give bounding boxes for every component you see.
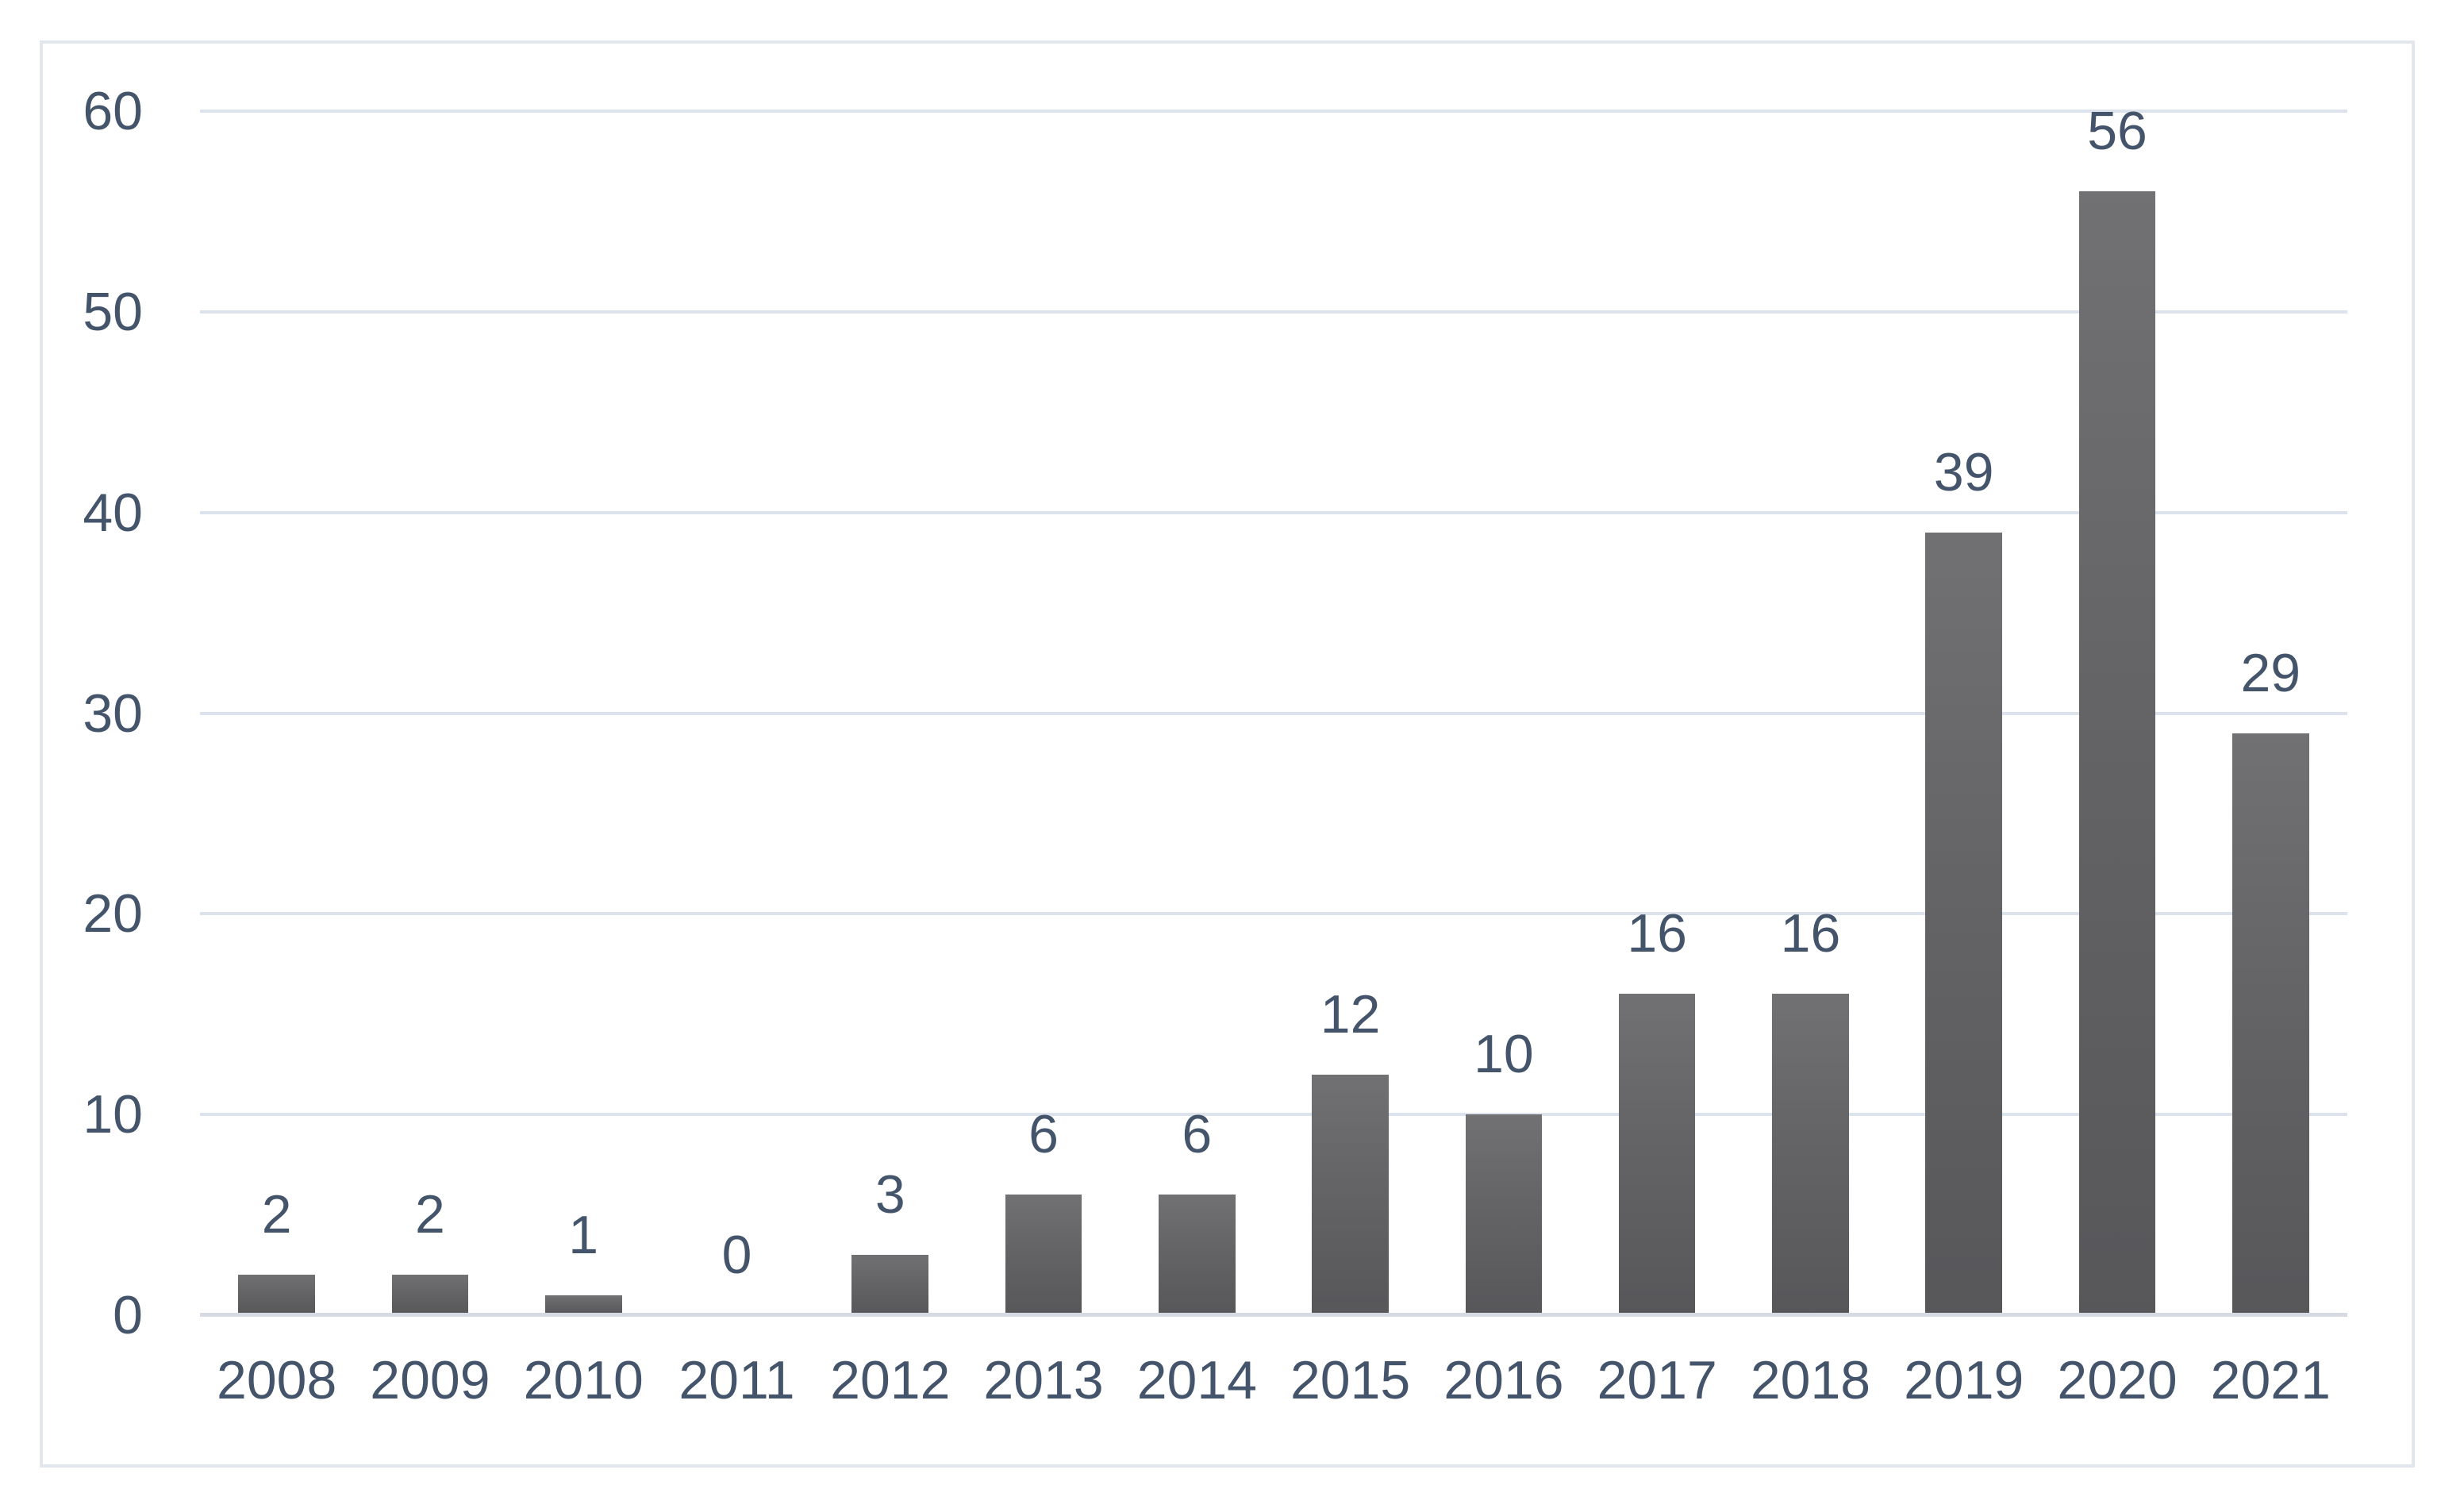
bar-group: 12 <box>1274 111 1427 1315</box>
bar-value-label: 12 <box>1320 983 1381 1045</box>
chart-frame: 0 10 20 30 40 50 60 2 2 1 0 3 6 6 12 10 16 16 39 56 29 2008… <box>40 40 2415 1468</box>
y-tick-label: 60 <box>83 81 143 141</box>
bar-group: 16 <box>1734 111 1887 1315</box>
bar <box>1465 1114 1543 1315</box>
x-tick-label: 2020 <box>2057 1350 2178 1410</box>
x-tick-label: 2016 <box>1443 1350 1564 1410</box>
gridline <box>200 310 2347 314</box>
bar <box>544 1295 622 1315</box>
bar-group: 10 <box>1427 111 1580 1315</box>
bar-value-label: 29 <box>2240 642 2301 703</box>
x-tick-label: 2017 <box>1597 1350 1717 1410</box>
y-tick-label: 40 <box>83 482 143 543</box>
bar-group: 3 <box>813 111 967 1315</box>
x-tick-label: 2019 <box>1904 1350 2024 1410</box>
gridline <box>200 1113 2347 1117</box>
x-tick-label: 2015 <box>1290 1350 1411 1410</box>
bar-value-label: 6 <box>1182 1104 1213 1165</box>
bar <box>238 1275 315 1315</box>
bar-group: 6 <box>1121 111 1274 1315</box>
bar-value-label: 56 <box>2087 101 2147 162</box>
gridline <box>200 110 2347 113</box>
bar-group: 2 <box>200 111 353 1315</box>
y-tick-label: 30 <box>83 683 143 744</box>
bar-value-label: 6 <box>1028 1104 1059 1165</box>
gridline <box>200 510 2347 514</box>
bar <box>1005 1195 1082 1315</box>
x-tick-label: 2008 <box>217 1350 337 1410</box>
x-tick-label: 2011 <box>678 1350 795 1410</box>
gridline <box>200 711 2347 715</box>
bar-value-label: 2 <box>261 1184 292 1245</box>
bar-value-label: 2 <box>415 1184 445 1245</box>
bar-group: 6 <box>967 111 1120 1315</box>
bar-value-label: 3 <box>875 1164 905 1225</box>
bar <box>2231 733 2309 1315</box>
bar-value-label: 39 <box>1933 441 1994 502</box>
bar-group: 29 <box>2194 111 2347 1315</box>
bar <box>1159 1195 1236 1315</box>
y-axis-tick-labels: 0 10 20 30 40 50 60 <box>43 84 143 1342</box>
bar-value-label: 16 <box>1780 903 1841 964</box>
bar <box>1772 994 1849 1315</box>
bar-group: 56 <box>2040 104 2193 1315</box>
x-tick-label: 2012 <box>830 1350 951 1410</box>
bar-value-label: 16 <box>1627 903 1687 964</box>
bar <box>1925 532 2003 1315</box>
bar <box>2078 191 2156 1315</box>
bar <box>1312 1074 1389 1315</box>
y-tick-label: 50 <box>83 281 143 342</box>
bar-group: 1 <box>507 111 660 1315</box>
bar-value-label: 0 <box>721 1225 752 1285</box>
x-axis-tick-labels: 2008 2009 2010 2011 2012 2013 2014 2015 2016 2017… <box>200 1353 2347 1407</box>
bar <box>1618 994 1696 1315</box>
y-tick-label: 0 <box>113 1285 143 1345</box>
bar-value-label: 10 <box>1474 1024 1534 1085</box>
bar-group: 39 <box>1887 111 2040 1315</box>
bar-group: 2 <box>353 111 506 1315</box>
y-tick-label: 20 <box>83 883 143 945</box>
x-tick-label: 2010 <box>523 1350 644 1410</box>
x-tick-label: 2021 <box>2210 1350 2331 1410</box>
bar-group: 16 <box>1581 111 1734 1315</box>
bar-group: 0 <box>660 111 813 1315</box>
y-tick-label: 10 <box>83 1084 143 1145</box>
x-tick-label: 2009 <box>370 1350 490 1410</box>
bar <box>391 1275 469 1315</box>
x-tick-label: 2014 <box>1136 1350 1257 1410</box>
x-tick-label: 2018 <box>1750 1350 1871 1410</box>
x-axis-line <box>200 1313 2347 1317</box>
gridline <box>200 912 2347 916</box>
bar-value-label: 1 <box>568 1204 599 1265</box>
plot-area: 2 2 1 0 3 6 6 12 10 16 16 39 56 29 <box>200 104 2347 1317</box>
bar <box>851 1255 929 1315</box>
x-tick-label: 2013 <box>983 1350 1104 1410</box>
